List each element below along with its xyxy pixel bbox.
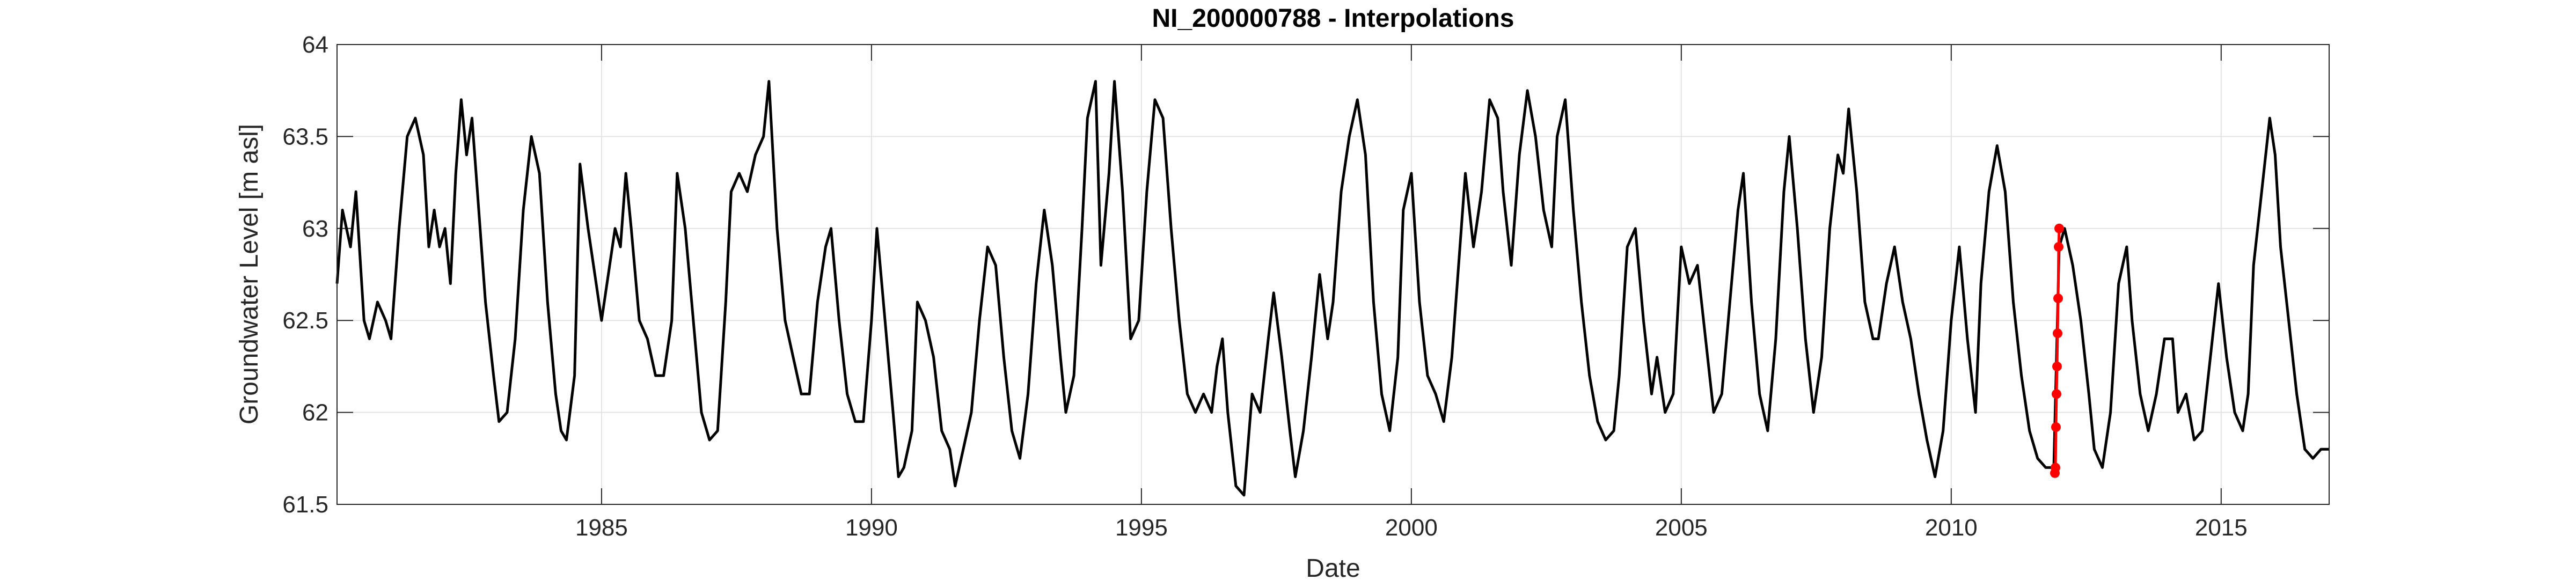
data-point <box>2054 223 2065 233</box>
x-tick-label: 2015 <box>2195 515 2248 541</box>
y-tick-label: 61.5 <box>282 491 328 518</box>
data-point <box>2054 242 2064 252</box>
data-point <box>2053 328 2063 339</box>
y-tick-label: 64 <box>302 32 328 58</box>
x-tick-label: 1985 <box>575 515 628 541</box>
data-point <box>2050 463 2060 473</box>
x-tick-label: 2000 <box>1385 515 1438 541</box>
x-tick-label: 2010 <box>1925 515 1978 541</box>
y-axis-label: Groundwater Level [m asl] <box>235 124 264 424</box>
x-axis-label: Date <box>1306 554 1360 583</box>
data-line <box>335 80 2329 497</box>
data-point <box>2053 294 2063 304</box>
chart-title: NI_200000788 - Interpolations <box>1152 4 1514 33</box>
y-tick-label: 63.5 <box>282 123 328 150</box>
plot-frame <box>336 44 2330 505</box>
x-tick-label: 1990 <box>845 515 898 541</box>
x-tick-label: 2005 <box>1655 515 1708 541</box>
x-tick-label: 1995 <box>1115 515 1168 541</box>
data-point <box>2051 422 2061 432</box>
y-tick-label: 62.5 <box>282 307 328 334</box>
data-point <box>2052 361 2062 371</box>
y-tick-label: 63 <box>302 216 328 242</box>
y-tick-label: 62 <box>302 400 328 426</box>
data-point <box>2051 389 2061 399</box>
